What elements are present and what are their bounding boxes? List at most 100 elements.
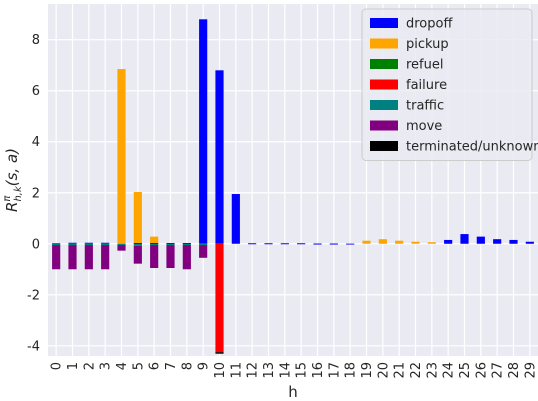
bar-traffic-1 [68, 243, 77, 246]
bar-dropoff-11 [231, 194, 240, 244]
bar-dropoff-27 [493, 239, 502, 244]
x-tick-label: 24 [442, 362, 457, 379]
x-tick-label: 10 [213, 362, 228, 379]
x-tick-label: 4 [115, 362, 130, 370]
bar-dropoff-8 [182, 243, 191, 245]
bar-move-3 [101, 245, 110, 270]
bar-dropoff-9 [199, 19, 208, 244]
bar-traffic-4 [117, 243, 126, 246]
y-tick-label: 2 [32, 186, 40, 201]
grid-lines [48, 4, 538, 356]
x-tick-label: 8 [180, 362, 195, 370]
legend-label: move [406, 119, 442, 134]
bars [52, 19, 534, 354]
y-tick-label: 4 [32, 135, 40, 150]
bar-move-4 [117, 245, 126, 251]
x-tick-label: 29 [523, 362, 538, 379]
x-tick-label: 2 [82, 362, 97, 370]
x-tick-label: 7 [164, 362, 179, 370]
x-tick-label: 14 [278, 362, 293, 379]
x-tick-label: 16 [311, 362, 326, 379]
bar-dropoff-13 [264, 243, 273, 245]
bar-dropoff-10 [215, 70, 224, 244]
bar-failure-10 [215, 243, 224, 353]
x-tick-label: 17 [327, 362, 342, 379]
bar-move-1 [68, 245, 77, 270]
bar-traffic-9 [199, 243, 208, 246]
bar-pickup-6 [150, 236, 159, 244]
legend-label: refuel [406, 58, 443, 73]
bar-dropoff-3 [101, 242, 110, 244]
x-tick-label: 12 [246, 362, 261, 379]
bar-move-5 [133, 245, 142, 264]
legend-swatch [370, 59, 398, 69]
bar-move-0 [52, 245, 61, 270]
x-tick-label: 19 [360, 362, 375, 379]
bar-dropoff-18 [346, 243, 355, 245]
bar-dropoff-2 [84, 242, 93, 244]
y-axis-label: Rπh,k(s, a) [2, 148, 24, 212]
y-tick-label: 8 [32, 33, 40, 48]
bar-dropoff-6 [150, 243, 159, 245]
bar-dropoff-7 [166, 243, 175, 245]
bar-dropoff-28 [509, 239, 518, 244]
legend-label: pickup [406, 37, 449, 52]
x-tick-label: 6 [148, 362, 163, 370]
x-tick-label: 15 [295, 362, 310, 379]
bar-pickup-5 [133, 191, 142, 244]
x-tick-label: 27 [491, 362, 506, 379]
legend-swatch [370, 141, 398, 151]
y-tick-label: -4 [27, 339, 40, 354]
x-tick-label: 9 [197, 362, 212, 370]
bar-dropoff-24 [444, 239, 453, 244]
x-tick-label: 1 [66, 362, 81, 370]
bar-move-8 [182, 245, 191, 270]
x-tick-label: 0 [50, 362, 65, 370]
bar-traffic-8 [182, 243, 191, 246]
x-tick-label: 5 [131, 362, 146, 370]
y-tick-label: 0 [32, 237, 40, 252]
bar-move-9 [199, 245, 208, 258]
bar-pickup-23 [427, 242, 436, 244]
legend-label: traffic [406, 99, 444, 114]
x-tick-label: 22 [409, 362, 424, 379]
bar-dropoff-0 [52, 243, 61, 245]
x-tick-label: 28 [507, 362, 522, 379]
bar-pickup-22 [411, 241, 420, 244]
y-tick-label: 6 [32, 84, 40, 99]
x-axis-label: h [288, 383, 298, 401]
y-tick-label: -2 [27, 288, 40, 303]
bar-dropoff-15 [297, 243, 306, 245]
legend-label: terminated/unknown [406, 140, 538, 155]
bar-move-6 [150, 245, 159, 268]
bar-traffic-2 [84, 243, 93, 246]
legend-swatch [370, 79, 398, 90]
bar-dropoff-5 [133, 243, 142, 245]
bar-dropoff-16 [313, 243, 322, 245]
x-tick-label: 26 [474, 362, 489, 379]
bar-dropoff-26 [476, 236, 485, 244]
bar-pickup-21 [395, 240, 404, 244]
bar-terminated-unknown-10 [215, 352, 224, 354]
bar-dropoff-12 [248, 243, 257, 245]
legend-swatch [370, 100, 398, 110]
bar-move-7 [166, 245, 175, 268]
bar-pickup-20 [378, 239, 387, 244]
bar-dropoff-29 [525, 241, 534, 244]
legend-label: failure [406, 78, 447, 93]
bar-dropoff-17 [329, 243, 338, 245]
bar-move-2 [84, 245, 93, 270]
bar-traffic-5 [133, 243, 142, 246]
legend: dropoff pickup refuel failure traffic move ter… [361, 8, 538, 161]
bar-pickup-4 [117, 69, 126, 244]
bar-pickup-19 [362, 240, 371, 244]
bar-dropoff-25 [460, 234, 469, 244]
x-tick-label: 20 [376, 362, 391, 379]
x-tick-label: 23 [425, 362, 440, 379]
legend-swatch [370, 18, 398, 28]
bar-dropoff-14 [280, 243, 289, 245]
legend-label: dropoff [406, 17, 453, 32]
